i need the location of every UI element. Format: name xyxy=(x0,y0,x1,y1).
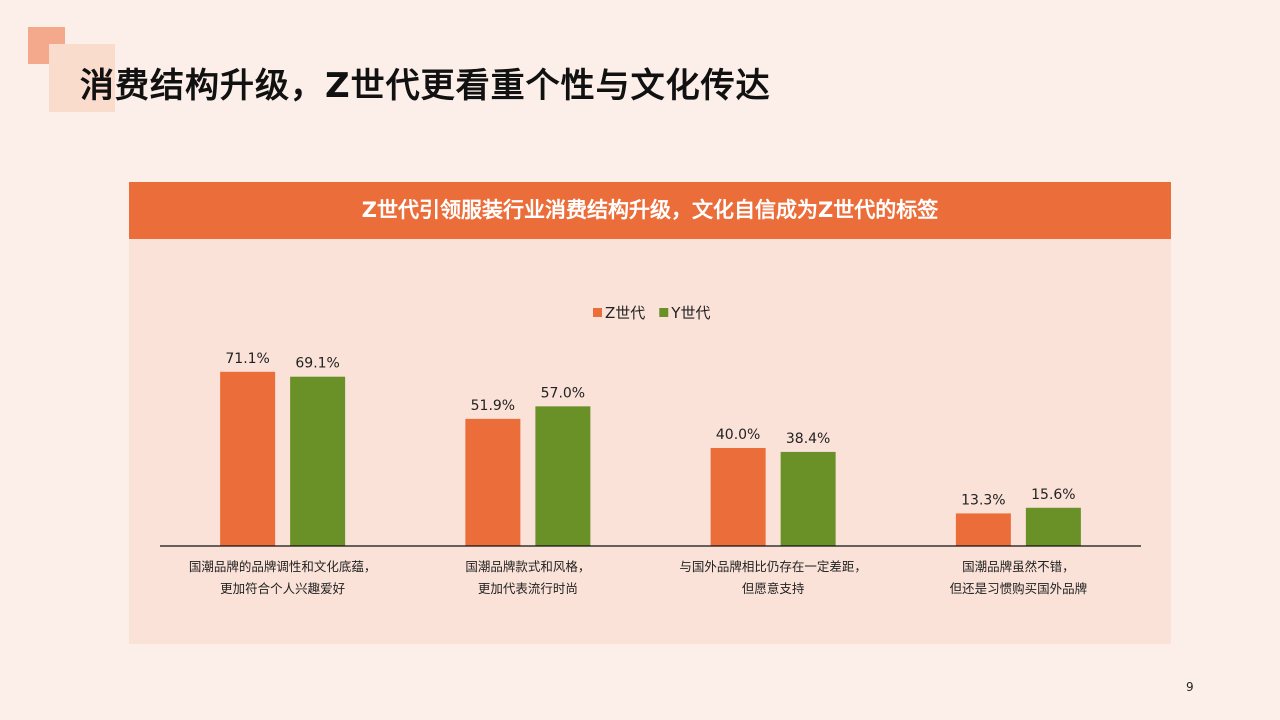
bar-z-2 xyxy=(465,418,521,546)
category-label-3-line-2: 但愿意支持 xyxy=(742,581,805,596)
bar-y-3 xyxy=(780,451,836,546)
decorative-square-large xyxy=(49,44,115,112)
legend-label-y: Y世代 xyxy=(670,304,710,322)
data-label-y-2: 57.0% xyxy=(541,385,585,401)
category-label-4-line-2: 但还是习惯购买国外品牌 xyxy=(950,581,1088,596)
bar-z-3 xyxy=(710,448,766,546)
chart-banner: Z世代引领服装行业消费结构升级，文化自信成为Z世代的标签 xyxy=(129,182,1171,239)
legend-swatch-z xyxy=(593,308,602,317)
legend-label-z: Z世代 xyxy=(605,304,645,322)
bar-chart: 71.1% 69.1% 国潮品牌的品牌调性和文化底蕴， 更加符合个人兴趣爱好 51.9%… xyxy=(160,304,1141,596)
category-label-1-line-2: 更加符合个人兴趣爱好 xyxy=(220,581,345,596)
category-label-1-line-1: 国潮品牌的品牌调性和文化底蕴， xyxy=(189,559,377,574)
bar-y-1 xyxy=(290,376,346,546)
data-label-y-4: 15.6% xyxy=(1031,487,1075,503)
legend-swatch-y xyxy=(659,308,669,317)
category-label-3-line-1: 与国外品牌相比仍存在一定差距， xyxy=(679,559,867,574)
category-label-2-line-2: 更加代表流行时尚 xyxy=(478,581,578,596)
data-label-y-1: 69.1% xyxy=(295,356,339,372)
data-label-z-1: 71.1% xyxy=(225,351,269,367)
page-number: 9 xyxy=(1186,680,1194,694)
page-title: 消费结构升级，Z世代更看重个性与文化传达 xyxy=(80,66,771,106)
chart-panel: Z世代引领服装行业消费结构升级，文化自信成为Z世代的标签 71.1% 69.1% 国… xyxy=(129,182,1171,644)
bar-y-4 xyxy=(1025,507,1081,546)
data-label-y-3: 38.4% xyxy=(786,431,830,447)
data-label-z-3: 40.0% xyxy=(716,427,760,443)
bar-z-4 xyxy=(955,513,1011,546)
bar-z-1 xyxy=(220,371,276,546)
bar-y-2 xyxy=(535,406,591,546)
data-label-z-2: 51.9% xyxy=(471,398,515,414)
category-label-4-line-1: 国潮品牌虽然不错， xyxy=(962,559,1075,574)
data-label-z-4: 13.3% xyxy=(961,492,1005,508)
category-label-2-line-1: 国潮品牌款式和风格， xyxy=(465,559,590,574)
